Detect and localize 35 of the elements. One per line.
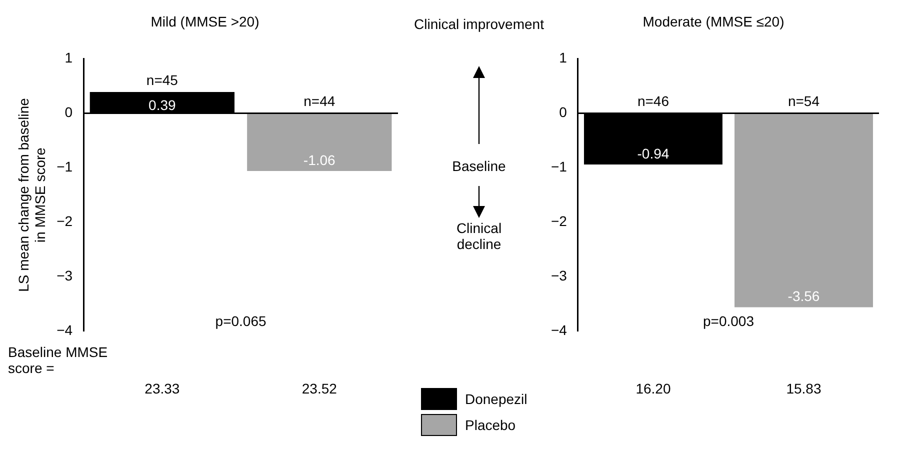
y-tick-label: −2 xyxy=(550,213,568,230)
data-label: -0.94 xyxy=(637,145,670,162)
y-tick-label: 0 xyxy=(559,104,568,120)
y-tick-label: −1 xyxy=(56,158,73,175)
data-label: -3.56 xyxy=(788,288,820,304)
y-tick-label: −3 xyxy=(56,268,73,284)
annotation: p=0.065 xyxy=(215,313,266,330)
y-tick-label: 1 xyxy=(559,50,568,66)
y-tick-label: −4 xyxy=(550,322,568,338)
text: Baseline MMSE score = xyxy=(8,344,108,376)
y-axis-title: LS mean change from baseline in MMSE score xyxy=(15,98,48,292)
x-tick-label: 16.20 xyxy=(636,380,671,396)
annotation: n=45 xyxy=(146,72,178,88)
y-tick-label: −2 xyxy=(56,213,73,230)
y-tick-label: −1 xyxy=(550,158,568,175)
chart-title: Moderate (MMSE ≤20) xyxy=(642,13,784,30)
x-tick-label: 23.33 xyxy=(144,380,180,396)
chart-title: Mild (MMSE >20) xyxy=(150,13,260,30)
legend-label: Placebo xyxy=(465,417,516,433)
data-label: -1.06 xyxy=(303,152,336,168)
annotation: n=46 xyxy=(637,93,670,110)
text: Baseline xyxy=(452,158,506,174)
x-tick-label: 23.52 xyxy=(302,380,338,396)
annotation: p=0.003 xyxy=(702,313,754,330)
legend-label: Donepezil xyxy=(465,391,528,407)
y-tick-label: −3 xyxy=(550,268,568,284)
annotation: n=54 xyxy=(788,93,820,110)
text: Clinical improvement xyxy=(413,16,545,32)
annotation: n=44 xyxy=(304,93,336,110)
y-tick-label: 0 xyxy=(64,104,73,120)
x-tick-label: 15.83 xyxy=(786,380,822,396)
y-tick-label: 1 xyxy=(64,50,73,66)
text: Clinical decline xyxy=(455,220,503,252)
y-tick-label: −4 xyxy=(56,322,73,338)
data-label: 0.39 xyxy=(148,96,176,113)
